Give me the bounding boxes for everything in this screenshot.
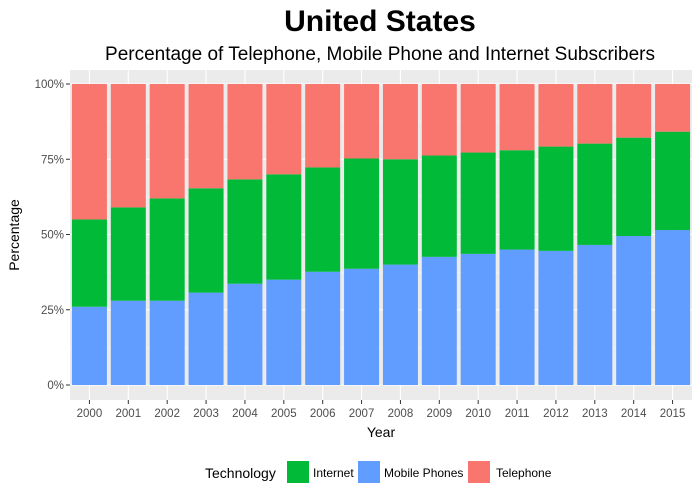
x-tick-label: 2000 (77, 408, 103, 420)
x-tick-label: 2012 (543, 408, 569, 420)
x-tick-label: 2009 (427, 408, 453, 420)
bar-telephone-2002 (149, 84, 185, 199)
bar-mobile-phones-2000 (71, 306, 107, 385)
y-tick-label: 0% (47, 380, 64, 392)
bar-telephone-2008 (382, 84, 418, 160)
legend-key-telephone (468, 461, 490, 483)
bar-internet-2001 (110, 207, 146, 301)
bar-internet-2005 (266, 174, 302, 280)
bars-group (71, 84, 691, 385)
bar-internet-2004 (227, 179, 263, 284)
bar-telephone-2009 (421, 84, 457, 156)
legend-label-telephone: Telephone (496, 466, 552, 480)
x-tick-label: 2005 (271, 408, 297, 420)
y-tick-label: 100% (35, 79, 64, 91)
legend-label-internet: Internet (313, 466, 354, 480)
bar-telephone-2011 (499, 84, 535, 151)
y-tick-label: 75% (41, 154, 64, 166)
x-tick-label: 2010 (465, 408, 491, 420)
bar-mobile-phones-2012 (538, 250, 574, 385)
bar-internet-2013 (577, 143, 613, 245)
y-axis-title: Percentage (6, 199, 22, 271)
bar-mobile-phones-2014 (616, 235, 652, 385)
bar-mobile-phones-2015 (655, 230, 691, 385)
bar-telephone-2004 (227, 84, 263, 180)
legend: Technology Internet Mobile Phones Telephon… (205, 461, 552, 483)
bar-mobile-phones-2005 (266, 279, 302, 385)
bar-mobile-phones-2010 (460, 253, 496, 385)
bar-internet-2003 (188, 188, 224, 293)
bar-internet-2007 (344, 158, 380, 269)
bar-telephone-2014 (616, 84, 652, 138)
x-tick-label: 2002 (154, 408, 180, 420)
bar-internet-2006 (305, 167, 341, 272)
bar-telephone-2006 (305, 84, 341, 168)
x-tick-label: 2014 (621, 408, 647, 420)
legend-items: Internet Mobile Phones Telephone (287, 461, 552, 483)
legend-key-mobile-phones (358, 461, 380, 483)
x-axis-title: Year (367, 424, 396, 440)
bar-telephone-2015 (655, 84, 691, 132)
x-tick-label: 2013 (582, 408, 608, 420)
bar-internet-2010 (460, 152, 496, 254)
x-tick-label: 2015 (660, 408, 686, 420)
x-tick-label: 2003 (193, 408, 219, 420)
x-tick-label: 2011 (505, 408, 530, 420)
x-axis-ticks: 2000 2001 2002 2003 2004 2005 2006 2007 2008 2009… (77, 400, 686, 420)
bar-mobile-phones-2001 (110, 300, 146, 385)
bar-internet-2014 (616, 137, 652, 236)
chart-subtitle: Percentage of Telephone, Mobile Phone an… (105, 44, 655, 65)
x-tick-label: 2008 (388, 408, 414, 420)
y-tick-label: 50% (41, 230, 64, 242)
legend-key-internet (287, 461, 309, 483)
legend-label-mobile-phones: Mobile Phones (384, 466, 463, 480)
bar-mobile-phones-2006 (305, 271, 341, 385)
bar-mobile-phones-2003 (188, 292, 224, 385)
bar-mobile-phones-2008 (382, 264, 418, 385)
bar-internet-2015 (655, 131, 691, 231)
bar-mobile-phones-2007 (344, 268, 380, 385)
x-tick-label: 2007 (349, 408, 375, 420)
y-tick-label: 25% (41, 305, 64, 317)
bar-internet-2009 (421, 155, 457, 257)
x-tick-label: 2004 (232, 408, 258, 420)
bar-mobile-phones-2011 (499, 249, 535, 385)
bar-mobile-phones-2013 (577, 244, 613, 385)
bar-telephone-2003 (188, 84, 224, 189)
bar-mobile-phones-2002 (149, 300, 185, 385)
bar-mobile-phones-2004 (227, 283, 263, 385)
bar-telephone-2005 (266, 84, 302, 175)
bar-internet-2008 (382, 159, 418, 265)
bar-telephone-2000 (71, 84, 107, 220)
bar-telephone-2007 (344, 84, 380, 159)
bar-internet-2000 (71, 219, 107, 307)
x-tick-label: 2006 (310, 408, 336, 420)
legend-title: Technology (205, 465, 276, 481)
bar-internet-2012 (538, 146, 574, 251)
y-axis-ticks: 0% 25% 50% 75% 100% (35, 79, 70, 392)
bar-internet-2011 (499, 150, 535, 250)
bar-telephone-2013 (577, 84, 613, 144)
x-tick-label: 2001 (116, 408, 142, 420)
chart-title: United States (284, 5, 476, 38)
bar-internet-2002 (149, 198, 185, 301)
bar-telephone-2010 (460, 84, 496, 153)
bar-mobile-phones-2009 (421, 256, 457, 385)
bar-telephone-2012 (538, 84, 574, 147)
bar-telephone-2001 (110, 84, 146, 208)
